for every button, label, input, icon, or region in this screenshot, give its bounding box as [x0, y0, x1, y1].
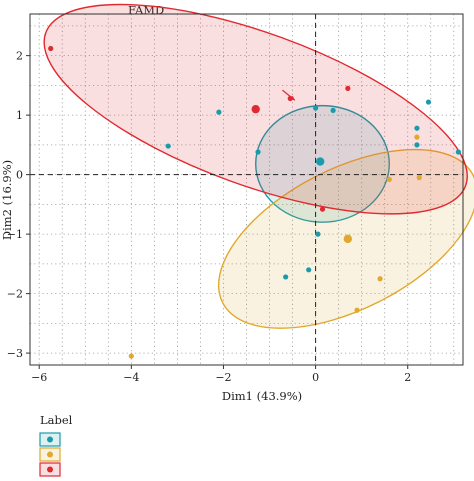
y-axis-label: Dim2 (16.9%) — [0, 160, 14, 240]
x-tick-label: −6 — [31, 371, 47, 384]
x-tick-label: −2 — [215, 371, 231, 384]
plot-panel — [29, 13, 464, 366]
legend: Label — [39, 413, 73, 477]
centroids — [251, 104, 353, 244]
data-point-series-2 — [386, 176, 392, 182]
data-point-series-1 — [255, 149, 261, 155]
legend-keys — [39, 432, 61, 477]
y-tick-label: −3 — [7, 347, 23, 360]
x-tick-label: 0 — [312, 371, 319, 384]
data-point-series-1 — [414, 125, 420, 131]
y-tick-label: 0 — [16, 169, 23, 182]
data-point-series-1 — [306, 267, 312, 273]
data-point-series-2 — [354, 307, 360, 313]
annotation-arrow — [282, 89, 296, 101]
data-point-series-3 — [319, 206, 326, 212]
legend-dot-series-3 — [47, 466, 53, 473]
arrow-head — [290, 95, 295, 101]
data-point-series-2 — [377, 276, 383, 282]
y-tick-label: 2 — [16, 50, 23, 63]
x-tick-label: 2 — [404, 371, 411, 384]
data-point-series-1 — [315, 231, 321, 237]
y-tick-label: −1 — [7, 228, 23, 241]
data-points — [48, 45, 461, 359]
y-axis-ticks: −3 −2 −1 0 1 2 — [7, 50, 30, 360]
legend-title: Label — [40, 413, 73, 427]
y-tick-label: −2 — [7, 288, 23, 301]
data-point-series-2 — [128, 353, 134, 359]
reference-lines — [30, 14, 463, 365]
data-point-series-1 — [330, 107, 336, 113]
data-point-series-3 — [48, 45, 54, 52]
data-point-series-3 — [345, 85, 351, 91]
centroid-series-1 — [316, 157, 325, 166]
data-point-series-1 — [165, 143, 171, 149]
legend-dot-series-2 — [47, 451, 53, 458]
data-point-series-1 — [425, 99, 432, 105]
centroid-series-3 — [251, 104, 260, 114]
data-point-series-2 — [414, 134, 420, 140]
data-point-series-1 — [283, 274, 289, 280]
data-point-series-1 — [312, 105, 319, 111]
data-point-series-1 — [455, 149, 461, 155]
y-tick-label: 1 — [16, 109, 23, 122]
data-point-series-1 — [414, 142, 420, 148]
data-point-series-2 — [416, 175, 422, 181]
x-axis-label: Dim1 (43.9%) — [222, 389, 302, 403]
confidence-ellipses — [43, 3, 474, 329]
x-tick-label: −4 — [123, 371, 139, 384]
x-axis-ticks: −6 −4 −2 0 2 — [31, 365, 411, 384]
data-point-series-1 — [216, 109, 222, 115]
centroid-series-2 — [343, 234, 353, 244]
legend-dot-series-1 — [47, 436, 53, 443]
